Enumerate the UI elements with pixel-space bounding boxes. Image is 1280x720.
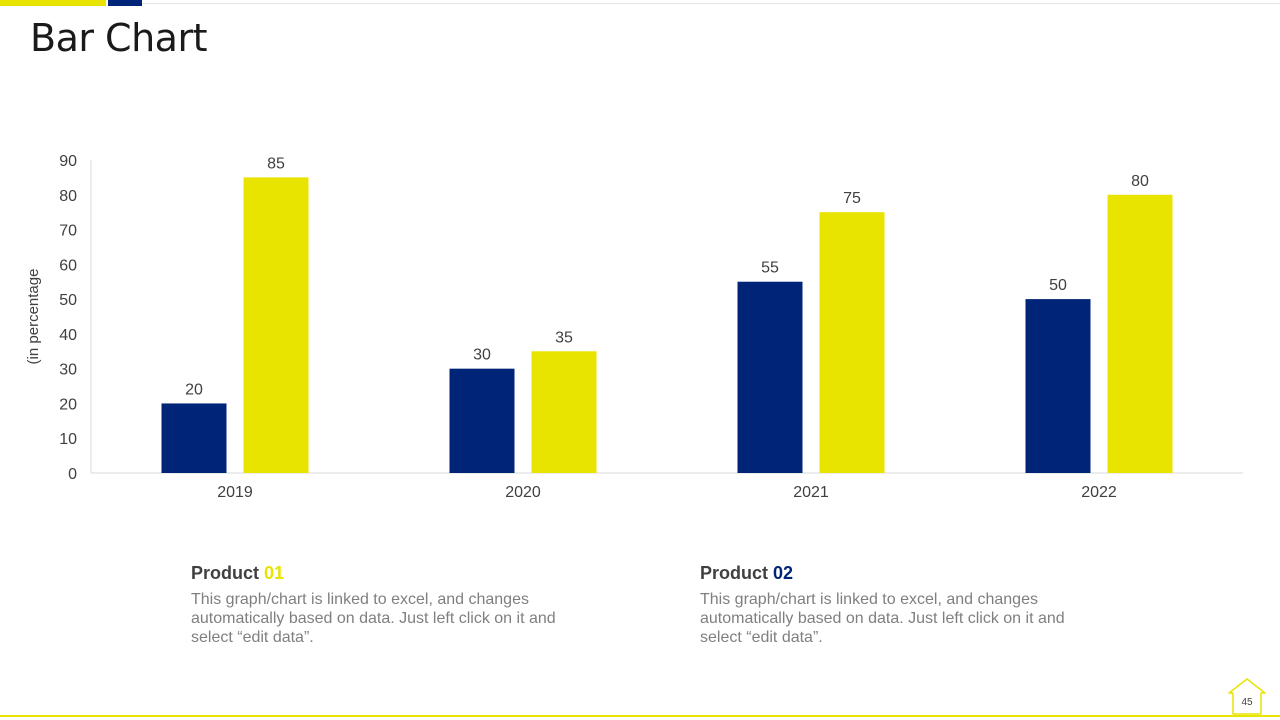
data-label-2022-series-1: 50 xyxy=(1049,277,1067,294)
data-label-2021-series-1: 55 xyxy=(761,260,779,277)
product-02-block: Product 02 This graph/chart is linked to… xyxy=(700,563,1080,647)
bar-2022-series-2 xyxy=(1107,194,1173,473)
top-rule xyxy=(142,3,1280,4)
data-label-2021-series-2: 75 xyxy=(843,190,861,207)
y-tick-label-50: 50 xyxy=(59,292,77,309)
page-title: Bar Chart xyxy=(30,16,207,60)
product-01-description: This graph/chart is linked to excel, and… xyxy=(191,591,556,646)
top-accent-yellow xyxy=(0,0,106,6)
data-label-2019-series-2: 85 xyxy=(267,155,285,172)
product-02-number: 02 xyxy=(773,563,794,583)
top-accent-navy xyxy=(108,0,142,6)
product-02-label: Product xyxy=(700,563,769,583)
bar-2019-series-2 xyxy=(243,177,309,473)
bar-2022-series-1 xyxy=(1025,299,1091,473)
y-tick-label-70: 70 xyxy=(59,223,77,240)
data-label-2020-series-2: 35 xyxy=(555,329,573,346)
x-tick-label-2022: 2022 xyxy=(1081,484,1117,501)
bar-2021-series-2 xyxy=(819,212,885,473)
product-02-description: This graph/chart is linked to excel, and… xyxy=(700,591,1065,646)
page-number: 45 xyxy=(1241,697,1253,708)
product-01-heading: Product 01 xyxy=(191,563,571,584)
x-tick-label-2020: 2020 xyxy=(505,484,541,501)
bar-2021-series-1 xyxy=(737,281,803,473)
y-tick-label-90: 90 xyxy=(59,153,77,170)
x-tick-label-2021: 2021 xyxy=(793,484,829,501)
x-tick-label-2019: 2019 xyxy=(217,484,253,501)
y-tick-label-40: 40 xyxy=(59,327,77,344)
bottom-rule xyxy=(0,715,1280,717)
y-tick-label-60: 60 xyxy=(59,257,77,274)
data-label-2019-series-1: 20 xyxy=(185,381,203,398)
y-axis-label: (in percentage xyxy=(25,269,42,365)
bar-2019-series-1 xyxy=(161,403,227,473)
y-tick-label-30: 30 xyxy=(59,362,77,379)
y-tick-label-10: 10 xyxy=(59,431,77,448)
data-label-2020-series-1: 30 xyxy=(473,347,491,364)
y-tick-label-80: 80 xyxy=(59,188,77,205)
y-tick-label-0: 0 xyxy=(68,466,77,483)
data-label-2022-series-2: 80 xyxy=(1131,173,1149,190)
home-icon xyxy=(1228,678,1266,715)
product-02-heading: Product 02 xyxy=(700,563,1080,584)
product-01-number: 01 xyxy=(264,563,285,583)
bar-2020-series-1 xyxy=(449,368,515,473)
bar-2020-series-2 xyxy=(531,351,597,473)
y-tick-label-20: 20 xyxy=(59,396,77,413)
product-01-label: Product xyxy=(191,563,260,583)
product-01-block: Product 01 This graph/chart is linked to… xyxy=(191,563,571,647)
